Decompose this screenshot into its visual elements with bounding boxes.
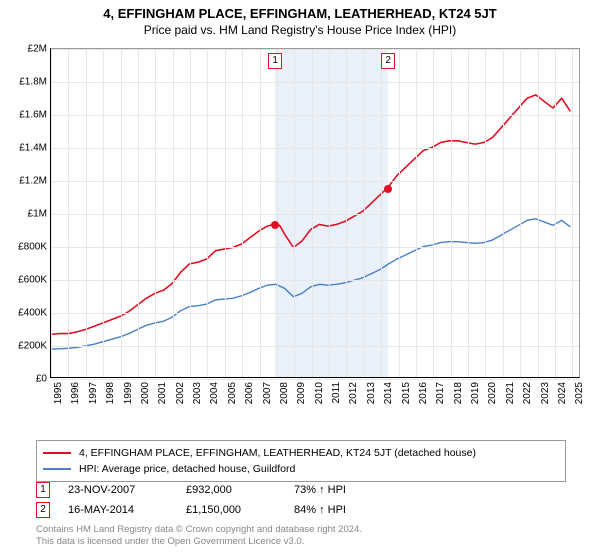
gridline-v — [555, 49, 556, 377]
y-axis-label: £200K — [9, 341, 47, 352]
footer-line1: Contains HM Land Registry data © Crown c… — [36, 524, 566, 536]
gridline-v — [329, 49, 330, 377]
plot: £0£200K£400K£600K£800K£1M£1.2M£1.4M£1.6M… — [50, 48, 580, 378]
y-axis-label: £1.8M — [9, 77, 47, 88]
gridline-h — [51, 379, 579, 380]
gridline-h — [51, 148, 579, 149]
gridline-h — [51, 181, 579, 182]
gridline-v — [207, 49, 208, 377]
sale-point — [384, 185, 392, 193]
sale-hpi: 73% ↑ HPI — [294, 484, 346, 496]
y-axis-label: £400K — [9, 308, 47, 319]
page: 4, EFFINGHAM PLACE, EFFINGHAM, LEATHERHE… — [0, 0, 600, 560]
gridline-v — [294, 49, 295, 377]
sale-hpi: 84% ↑ HPI — [294, 504, 346, 516]
gridline-h — [51, 49, 579, 50]
y-axis-label: £600K — [9, 275, 47, 286]
y-axis-label: £800K — [9, 242, 47, 253]
chart-area: £0£200K£400K£600K£800K£1M£1.2M£1.4M£1.6M… — [50, 48, 580, 398]
gridline-v — [346, 49, 347, 377]
gridline-v — [381, 49, 382, 377]
gridline-v — [538, 49, 539, 377]
x-axis-label: 2025 — [574, 382, 594, 404]
gridline-v — [103, 49, 104, 377]
gridline-h — [51, 115, 579, 116]
sale-marker-1: 1 — [36, 482, 50, 498]
y-axis-label: £1M — [9, 209, 47, 220]
chart-lines — [51, 49, 579, 377]
sale-row: 2 16-MAY-2014 £1,150,000 84% ↑ HPI — [36, 500, 566, 520]
y-axis-label: £2M — [9, 44, 47, 55]
legend-swatch — [43, 452, 71, 454]
gridline-v — [364, 49, 365, 377]
title-block: 4, EFFINGHAM PLACE, EFFINGHAM, LEATHERHE… — [0, 0, 600, 39]
legend-label: 4, EFFINGHAM PLACE, EFFINGHAM, LEATHERHE… — [79, 447, 476, 459]
sale-price: £932,000 — [186, 484, 276, 496]
gridline-v — [277, 49, 278, 377]
legend: 4, EFFINGHAM PLACE, EFFINGHAM, LEATHERHE… — [36, 440, 566, 482]
legend-row-hpi: HPI: Average price, detached house, Guil… — [43, 461, 559, 477]
legend-swatch — [43, 468, 71, 470]
gridline-v — [485, 49, 486, 377]
gridline-v — [190, 49, 191, 377]
gridline-v — [173, 49, 174, 377]
chart-title: 4, EFFINGHAM PLACE, EFFINGHAM, LEATHERHE… — [0, 6, 600, 21]
sale-date: 23-NOV-2007 — [68, 484, 168, 496]
gridline-v — [572, 49, 573, 377]
y-axis-label: £1.2M — [9, 176, 47, 187]
y-axis-label: £1.4M — [9, 143, 47, 154]
gridline-v — [242, 49, 243, 377]
gridline-h — [51, 247, 579, 248]
footer: Contains HM Land Registry data © Crown c… — [36, 524, 566, 548]
sale-marker-flag: 2 — [381, 53, 395, 69]
gridline-v — [51, 49, 52, 377]
sale-marker-flag: 1 — [268, 53, 282, 69]
footer-line2: This data is licensed under the Open Gov… — [36, 536, 566, 548]
sales-block: 1 23-NOV-2007 £932,000 73% ↑ HPI 2 16-MA… — [36, 480, 566, 520]
gridline-h — [51, 214, 579, 215]
sale-point — [271, 221, 279, 229]
gridline-v — [86, 49, 87, 377]
y-axis-label: £0 — [9, 374, 47, 385]
chart-subtitle: Price paid vs. HM Land Registry's House … — [0, 23, 600, 37]
legend-label: HPI: Average price, detached house, Guil… — [79, 463, 295, 475]
y-axis-label: £1.6M — [9, 110, 47, 121]
gridline-v — [260, 49, 261, 377]
gridline-v — [138, 49, 139, 377]
sale-marker-2: 2 — [36, 502, 50, 518]
gridline-v — [225, 49, 226, 377]
gridline-v — [121, 49, 122, 377]
legend-row-property: 4, EFFINGHAM PLACE, EFFINGHAM, LEATHERHE… — [43, 445, 559, 461]
sale-row: 1 23-NOV-2007 £932,000 73% ↑ HPI — [36, 480, 566, 500]
gridline-v — [312, 49, 313, 377]
gridline-v — [399, 49, 400, 377]
gridline-h — [51, 346, 579, 347]
gridline-v — [433, 49, 434, 377]
gridline-h — [51, 280, 579, 281]
sale-date: 16-MAY-2014 — [68, 504, 168, 516]
gridline-h — [51, 313, 579, 314]
gridline-v — [68, 49, 69, 377]
gridline-v — [416, 49, 417, 377]
gridline-v — [451, 49, 452, 377]
gridline-h — [51, 82, 579, 83]
gridline-v — [503, 49, 504, 377]
gridline-v — [520, 49, 521, 377]
gridline-v — [155, 49, 156, 377]
gridline-v — [468, 49, 469, 377]
sale-price: £1,150,000 — [186, 504, 276, 516]
